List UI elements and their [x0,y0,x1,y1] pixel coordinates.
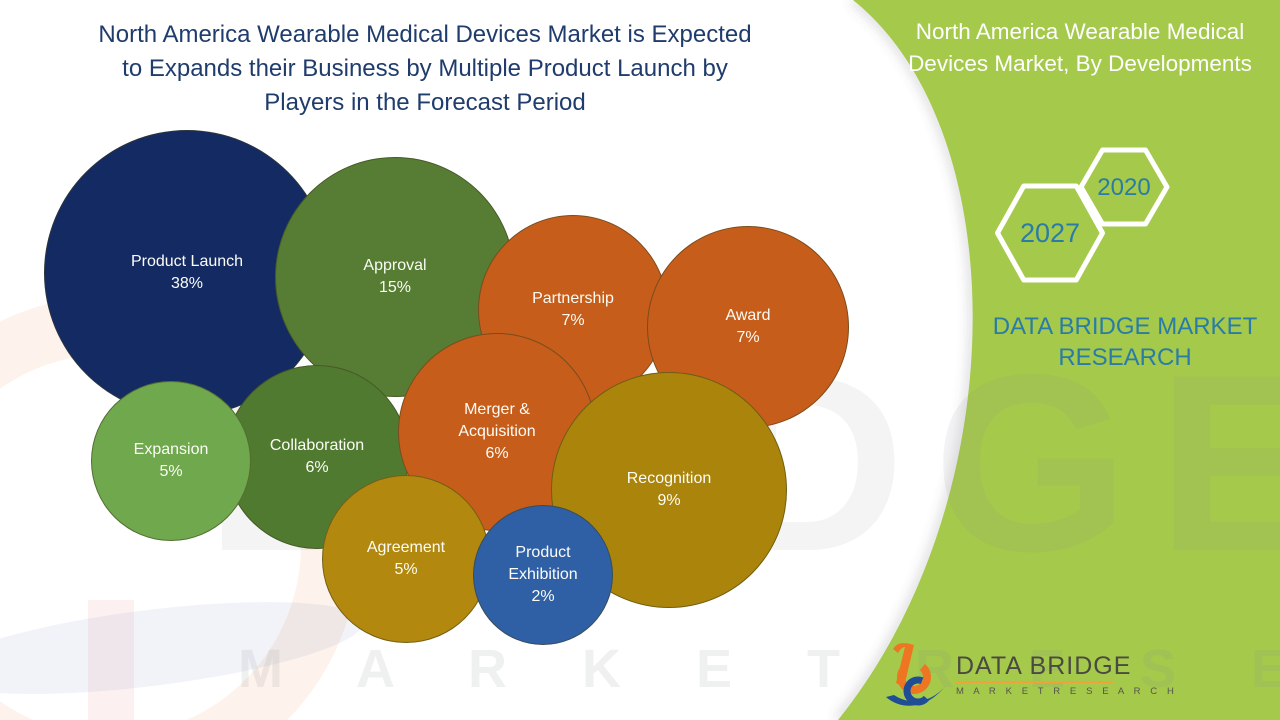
bubble-value: 9% [657,492,681,509]
bubble-product-exhibition: Product Exhibition 2% [473,505,613,645]
dbmr-logo-title: DATA BRIDGE [956,652,1132,680]
dbmr-logo-icon [886,643,946,706]
bubble-label: Product [515,544,571,561]
bubble-label: Collaboration [269,437,365,454]
bubble-value: 7% [736,329,760,346]
bubble-value: 15% [378,279,412,296]
bubble-value: 6% [485,445,509,462]
bubble-label: Award [725,307,771,324]
year-2027-label: 2027 [1020,218,1080,248]
logo-divider [956,681,1114,683]
bubble-label: Approval [363,257,427,274]
bubble-agreement: Agreement 5% [322,475,490,643]
dbmr-logo-subtitle: M A R K E T R E S E A R C H [956,686,1178,697]
bubble-label: Recognition [626,470,712,487]
brand-name: DATA BRIDGE MARKET RESEARCH [992,313,1258,371]
bubble-label: Partnership [532,290,614,307]
panel-shape [838,0,1280,720]
bubble-value: 38% [170,275,204,292]
hexagon-2020 [1078,147,1170,227]
bubble-label: Exhibition [508,566,578,583]
bubble-label: Acquisition [458,423,536,440]
bubble-value: 6% [305,459,329,476]
bubble-value: 2% [531,588,555,605]
dbmr-logo: DATA BRIDGE M A R K E T R E S E A R C H [884,635,1174,715]
year-hexagons: 2027 2020 [995,147,1170,283]
bubble-label: Agreement [366,539,446,556]
hexagon-2027 [995,183,1105,283]
bubble-label: Product Launch [130,253,244,270]
page-title: North America Wearable Medical Devices M… [98,21,752,116]
bubble-value: 5% [394,561,418,578]
bubble-label: Merger & [464,401,530,418]
year-2020-label: 2020 [1097,174,1150,201]
bubble-value: 7% [561,312,585,329]
side-panel-title: North America Wearable Medical Devices M… [908,19,1252,76]
bubble-label: Expansion [133,441,209,458]
bubble-expansion: Expansion 5% [91,381,251,541]
bubble-value: 5% [159,463,183,480]
